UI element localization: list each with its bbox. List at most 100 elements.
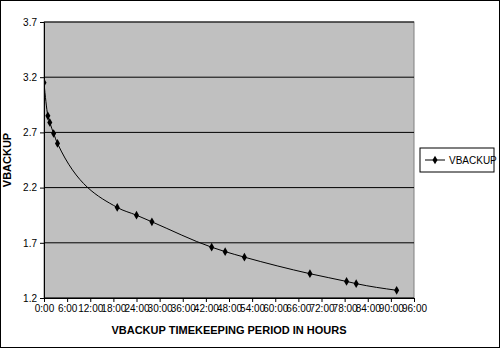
series-marker xyxy=(55,139,60,148)
x-tick: 6:00 xyxy=(58,298,78,314)
y-tick-label: 1.7 xyxy=(23,238,37,249)
x-tick: 18:00 xyxy=(101,298,126,314)
y-axis-line xyxy=(40,23,45,299)
chart: 0:006:0012:0018:0024:0030:0036:0042:0048… xyxy=(0,0,500,348)
series-marker xyxy=(394,286,399,295)
x-tick-label: 96:00 xyxy=(402,303,427,314)
x-tick-mark xyxy=(160,298,161,302)
x-tick-label: 54:00 xyxy=(240,303,265,314)
x-tick-label: 84:00 xyxy=(356,303,381,314)
x-tick-mark xyxy=(391,298,392,302)
x-tick-label: 6:00 xyxy=(58,303,78,314)
x-tick: 48:00 xyxy=(217,298,242,314)
x-tick-mark xyxy=(67,298,68,302)
x-tick: 54:00 xyxy=(240,298,265,314)
x-tick: 0:00 xyxy=(35,298,55,314)
y-tick: 2.7 xyxy=(23,127,44,138)
x-tick-label: 66:00 xyxy=(286,303,311,314)
y-tick: 3.7 xyxy=(23,17,44,28)
series-marker xyxy=(44,78,47,87)
grid-line xyxy=(44,22,414,23)
x-tick-label: 24:00 xyxy=(124,303,149,314)
series-group xyxy=(44,78,399,294)
y-tick-label: 2.7 xyxy=(23,127,37,138)
legend-label: VBACKUP xyxy=(449,155,497,166)
x-axis-title: VBACKUP TIMEKEEPING PERIOD IN HOURS xyxy=(111,324,346,336)
series-marker xyxy=(354,279,359,288)
x-tick: 66:00 xyxy=(286,298,311,314)
y-tick-mark xyxy=(40,298,44,299)
grid-line xyxy=(44,242,414,243)
y-tick-mark xyxy=(40,77,44,78)
x-tick-label: 0:00 xyxy=(35,303,55,314)
x-tick-mark xyxy=(90,298,91,302)
y-tick-mark xyxy=(40,188,44,189)
x-tick: 84:00 xyxy=(356,298,381,314)
grid-line xyxy=(44,77,414,78)
x-tick: 60:00 xyxy=(263,298,288,314)
series-marker xyxy=(344,277,349,286)
plot-area xyxy=(44,22,414,298)
grid xyxy=(44,22,414,298)
series-marker xyxy=(115,203,120,212)
x-tick-label: 72:00 xyxy=(309,303,334,314)
x-tick-mark xyxy=(252,298,253,302)
grid-line xyxy=(44,132,414,133)
y-tick: 2.2 xyxy=(23,182,44,193)
x-tick-label: 18:00 xyxy=(101,303,126,314)
series-marker xyxy=(51,129,56,138)
x-tick: 24:00 xyxy=(124,298,149,314)
y-tick-mark xyxy=(40,132,44,133)
x-tick-mark xyxy=(137,298,138,302)
x-tick-mark xyxy=(275,298,276,302)
x-tick-label: 36:00 xyxy=(171,303,196,314)
x-tick-mark xyxy=(183,298,184,302)
x-tick-label: 78:00 xyxy=(333,303,358,314)
chart-frame xyxy=(1,1,500,348)
x-axis-line xyxy=(45,299,415,303)
y-tick-label: 3.7 xyxy=(23,17,37,28)
x-tick: 90:00 xyxy=(379,298,404,314)
x-tick-mark xyxy=(368,298,369,302)
x-tick: 12:00 xyxy=(78,298,103,314)
x-tick-mark xyxy=(206,298,207,302)
grid-line xyxy=(44,187,414,188)
x-tick-label: 12:00 xyxy=(78,303,103,314)
x-tick: 30:00 xyxy=(148,298,173,314)
x-tick: 78:00 xyxy=(333,298,358,314)
x-tick-mark xyxy=(322,298,323,302)
y-tick-label: 1.2 xyxy=(23,293,37,304)
y-tick: 3.2 xyxy=(23,72,44,83)
x-tick: 42:00 xyxy=(194,298,219,314)
x-tick-label: 42:00 xyxy=(194,303,219,314)
series-marker xyxy=(134,211,139,220)
x-tick-mark xyxy=(298,298,299,302)
y-tick: 1.2 xyxy=(23,293,44,304)
series-marker xyxy=(242,253,247,262)
y-tick-mark xyxy=(40,22,44,23)
x-axis: 0:006:0012:0018:0024:0030:0036:0042:0048… xyxy=(35,298,428,314)
x-tick-mark xyxy=(229,298,230,302)
x-tick-mark xyxy=(414,298,415,302)
series-marker xyxy=(307,269,312,278)
legend: VBACKUP xyxy=(420,148,497,172)
legend-marker xyxy=(432,156,437,165)
y-tick-label: 2.2 xyxy=(23,182,37,193)
plot: 0:006:0012:0018:0024:0030:0036:0042:0048… xyxy=(23,17,427,314)
y-tick: 1.7 xyxy=(23,238,44,249)
x-tick-label: 48:00 xyxy=(217,303,242,314)
series-marker xyxy=(47,118,52,127)
y-axis: 1.2 1.7 2.2 2.7 3.2 3.7 xyxy=(23,17,44,304)
x-tick: 96:00 xyxy=(402,298,427,314)
x-tick: 36:00 xyxy=(171,298,196,314)
y-axis-title: VBACKUP xyxy=(1,133,13,187)
x-tick: 72:00 xyxy=(309,298,334,314)
series-marker xyxy=(209,243,214,252)
x-tick-label: 90:00 xyxy=(379,303,404,314)
series-line xyxy=(44,83,397,291)
y-tick-mark xyxy=(40,243,44,244)
series-marker xyxy=(149,217,154,226)
x-tick-label: 30:00 xyxy=(148,303,173,314)
x-tick-mark xyxy=(345,298,346,302)
y-tick-label: 3.2 xyxy=(23,72,37,83)
